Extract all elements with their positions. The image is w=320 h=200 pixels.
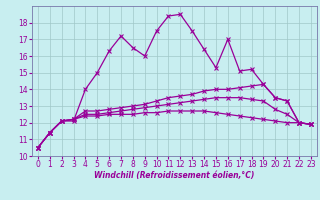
X-axis label: Windchill (Refroidissement éolien,°C): Windchill (Refroidissement éolien,°C) — [94, 171, 255, 180]
